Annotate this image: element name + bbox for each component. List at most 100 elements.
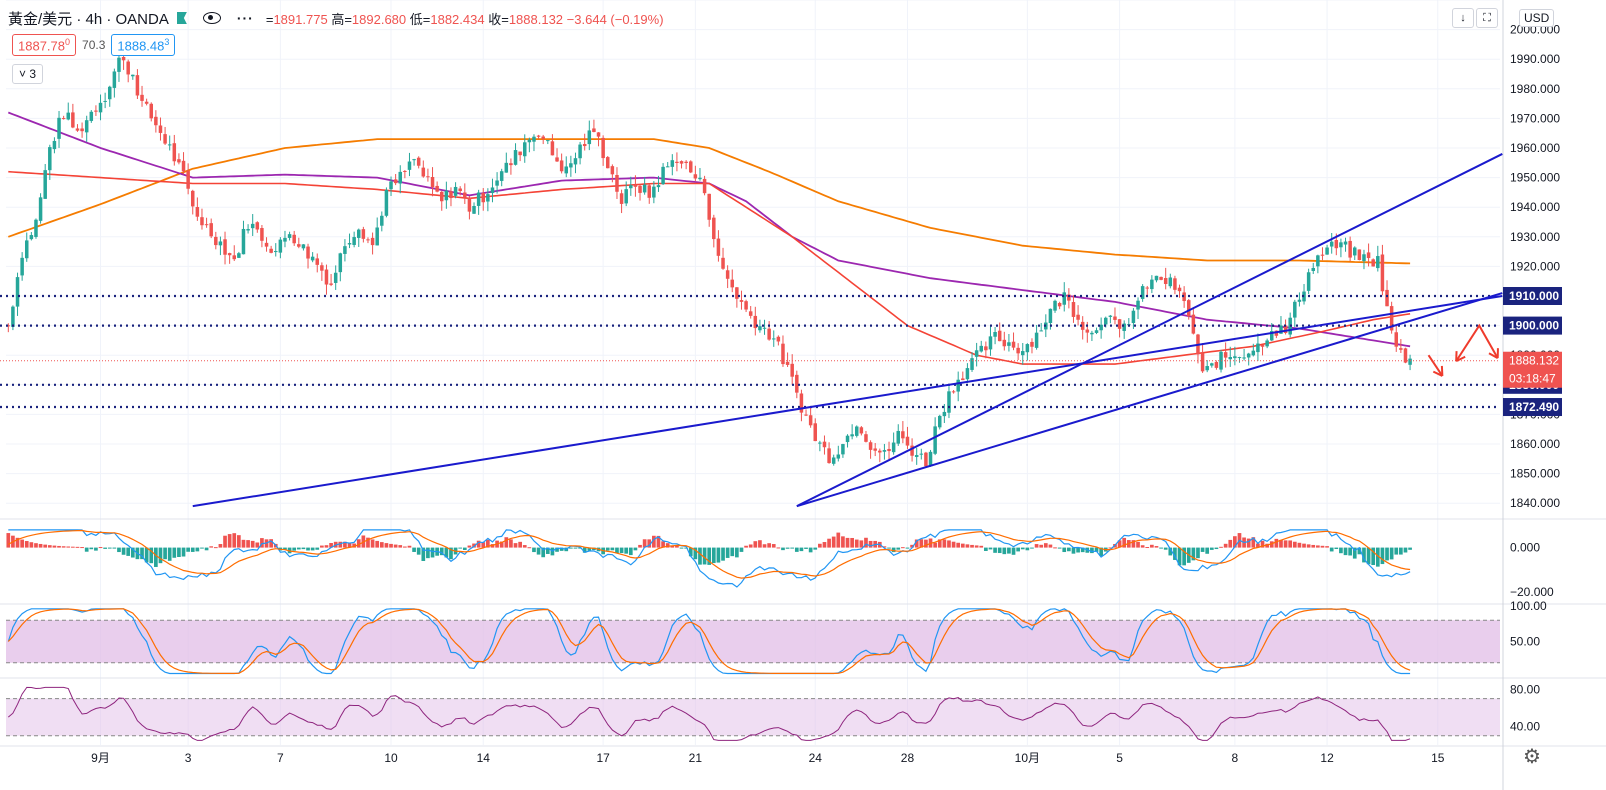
candle-body: [20, 257, 24, 276]
stochastic-band: [6, 620, 1500, 663]
macd-histogram-bar: [665, 543, 670, 548]
rsi-pane[interactable]: 80.00 40.00: [6, 682, 1540, 741]
candle-body: [1053, 300, 1057, 311]
candle-body: [264, 242, 269, 247]
candle-body: [536, 135, 541, 137]
candle-body: [71, 112, 75, 128]
macd-histogram-bar: [827, 538, 831, 548]
macd-histogram-bar: [693, 547, 698, 560]
macd-histogram-bar: [1223, 543, 1228, 548]
y-tick-label: 1930.000: [1510, 230, 1560, 244]
time-axis[interactable]: 9月 3 7 10 14 17 21 24 28 10月 5 8 12 15: [91, 751, 1445, 765]
price-level-tag: 1910.000: [1509, 289, 1559, 303]
candle-body: [937, 415, 942, 428]
candle-body: [1357, 249, 1362, 261]
candle-body: [619, 193, 624, 204]
candle-body: [435, 185, 439, 192]
scroll-down-icon[interactable]: ↓: [1452, 8, 1474, 28]
candle-body: [997, 330, 1002, 342]
candle-body: [407, 161, 412, 170]
macd-histogram-bar: [237, 535, 241, 548]
currency-label[interactable]: USD: [1519, 9, 1555, 27]
gear-icon[interactable]: ⚙: [1523, 746, 1541, 768]
candle-body: [582, 143, 587, 147]
macd-histogram-bar: [1352, 547, 1357, 559]
stochastic-pane[interactable]: 100.00 50.00: [6, 599, 1547, 675]
candle-body: [1265, 340, 1269, 347]
macd-histogram-bar: [177, 547, 181, 557]
more-icon[interactable]: ···: [236, 10, 254, 26]
candle-body: [891, 442, 896, 453]
candle-body: [1131, 310, 1136, 324]
macd-histogram-bar: [1251, 537, 1256, 548]
macd-histogram-bar: [1228, 539, 1233, 548]
macd-histogram-bar: [1297, 542, 1302, 548]
candle-body: [712, 217, 716, 240]
indicator-count: 3: [29, 67, 37, 81]
price-axis[interactable]: 1840.0001850.0001860.0001870.0001880.000…: [1503, 23, 1562, 511]
macd-histogram-bar: [836, 532, 841, 548]
macd-histogram-bar: [1145, 547, 1150, 549]
fullscreen-icon[interactable]: ⛶: [1476, 8, 1498, 28]
macd-histogram-bar: [269, 539, 273, 548]
eye-icon[interactable]: [202, 12, 221, 24]
candle-body: [804, 414, 808, 416]
candle-body: [854, 426, 859, 436]
open-label: =: [265, 11, 274, 27]
candle-body: [1177, 287, 1182, 292]
ma-orange-line: [8, 138, 1411, 265]
candle-body: [495, 180, 499, 186]
macd-histogram-bar: [937, 539, 942, 548]
indicators-toggle[interactable]: ˅ 3: [12, 64, 44, 84]
candle-body: [605, 157, 610, 169]
candle-body: [306, 246, 310, 259]
current-price-tag-bg: [1503, 351, 1562, 388]
macd-histogram-bar: [711, 547, 716, 564]
change-value: −3.644 (−0.19%): [566, 11, 664, 27]
candle-body: [315, 258, 320, 265]
macd-histogram-bar: [1025, 547, 1030, 551]
candle-body: [1320, 254, 1325, 256]
macd-histogram-bar: [218, 544, 223, 548]
macd-pane[interactable]: 0.000 −20.000: [6, 529, 1554, 599]
macd-histogram-bar: [172, 547, 177, 558]
buy-price-button[interactable]: 1888.483: [111, 34, 176, 57]
candle-body: [403, 170, 407, 172]
forecast-arrow: [1455, 323, 1499, 362]
macd-histogram-bar: [513, 543, 518, 548]
candle-body: [135, 75, 140, 96]
macd-histogram-bar: [412, 547, 416, 552]
macd-histogram-bar: [6, 533, 11, 548]
candle-body: [532, 136, 536, 142]
candle-body: [601, 137, 605, 159]
candle-body: [1048, 308, 1053, 324]
symbol-header[interactable]: 黃金/美元 · 4h · OANDA ··· =1891.775 高=1892.…: [8, 6, 664, 30]
macd-histogram-bar: [393, 544, 398, 548]
candle-body: [1371, 259, 1375, 267]
candle-body: [1223, 352, 1228, 358]
sell-price-button[interactable]: 1887.780: [12, 34, 77, 57]
candle-body: [103, 100, 107, 102]
macd-histogram-bar: [195, 547, 200, 552]
macd-histogram-bar: [1043, 543, 1048, 548]
macd-histogram-bar: [1362, 547, 1366, 563]
candle-body: [1191, 314, 1196, 334]
candle-body: [1122, 323, 1126, 331]
candle-body: [873, 448, 877, 451]
candle-body: [822, 441, 827, 448]
candle-body: [827, 448, 831, 464]
flag-icon[interactable]: [176, 12, 187, 24]
macd-histogram-bar: [997, 547, 1002, 554]
candle-body: [656, 185, 661, 188]
x-tick-label: 17: [596, 751, 610, 765]
trend-drawings[interactable]: [0, 153, 1503, 508]
stochastic-k-line: [7, 608, 1411, 675]
symbol-title[interactable]: 黃金/美元 · 4h · OANDA: [8, 10, 169, 28]
macd-histogram-bar: [628, 547, 633, 556]
macd-histogram-bar: [1136, 541, 1140, 548]
macd-histogram-bar: [1306, 544, 1311, 548]
macd-histogram-bar: [790, 547, 795, 549]
arrow-head: [1488, 352, 1499, 360]
candle-body: [831, 457, 836, 464]
